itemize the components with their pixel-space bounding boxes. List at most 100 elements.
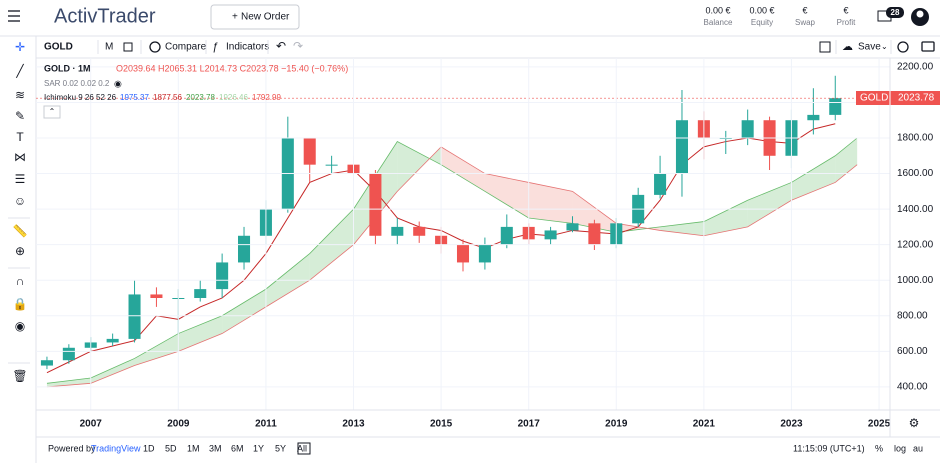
- range-button[interactable]: 1D: [143, 443, 155, 453]
- range-button[interactable]: 1Y: [253, 443, 264, 453]
- collapse-icon: ⌃: [49, 107, 56, 116]
- avatar-head: [916, 10, 924, 18]
- new-order-button[interactable]: [210, 4, 300, 30]
- new-order-label: +: [232, 12, 238, 23]
- candle-body: [588, 223, 601, 245]
- y-tick-label: 400.00: [897, 382, 928, 393]
- x-tick-label: 2021: [693, 419, 716, 430]
- price-tag-price: 2023.78: [898, 93, 935, 104]
- chart-type[interactable]: [123, 42, 133, 52]
- cloud-segment: [178, 315, 223, 352]
- drawing-tool[interactable]: ☰: [15, 172, 26, 186]
- range-button[interactable]: 5Y: [275, 443, 286, 453]
- drawing-tool[interactable]: ✛: [15, 40, 25, 54]
- legend-sar: SAR 0.02 0.02 0.2: [44, 79, 110, 88]
- log-toggle[interactable]: log: [894, 443, 906, 453]
- interval[interactable]: M: [105, 42, 113, 53]
- range-button[interactable]: 1M: [187, 443, 200, 453]
- x-tick-label: 2007: [80, 419, 103, 430]
- drawing-tool[interactable]: ✎: [15, 109, 25, 123]
- drawing-tool[interactable]: 🗑: [12, 369, 27, 383]
- range-button[interactable]: 3M: [209, 443, 222, 453]
- candle-body: [303, 138, 316, 165]
- cloud-segment: [397, 141, 442, 192]
- candle-body: [413, 226, 426, 236]
- ichimoku-value: 1975.37: [120, 93, 149, 102]
- screenshot[interactable]: [921, 41, 935, 52]
- candle-body: [456, 244, 470, 263]
- candle-body: [807, 114, 820, 121]
- cloud-segment: [835, 138, 858, 183]
- candle-body: [500, 226, 513, 245]
- cloud-span-b: [46, 146, 858, 388]
- settings[interactable]: [897, 41, 909, 53]
- collapse-legend[interactable]: [43, 105, 61, 119]
- drawing-tool[interactable]: ∩: [16, 274, 25, 288]
- clock: 11:15:09 (UTC+1): [793, 443, 865, 453]
- drawing-tool[interactable]: T: [16, 130, 24, 144]
- candle-body: [106, 338, 119, 343]
- candle-body: [654, 173, 667, 195]
- compare-icon[interactable]: [149, 41, 161, 53]
- x-tick-label: 2011: [255, 419, 277, 430]
- candle-body: [675, 120, 688, 174]
- save[interactable]: Save: [858, 42, 881, 53]
- candle-body: [128, 294, 141, 339]
- x-tick-label: 2017: [518, 419, 541, 430]
- x-tick-label: 2015: [430, 419, 453, 430]
- drawing-tool[interactable]: ⋈: [14, 150, 26, 164]
- cloud-segment: [747, 182, 792, 227]
- cloud-span-a: [46, 137, 858, 384]
- menu-button[interactable]: [8, 10, 20, 22]
- account-label: Balance: [704, 18, 733, 27]
- save-menu[interactable]: ⌄: [881, 42, 888, 51]
- x-tick-label: 2019: [605, 419, 628, 430]
- drawing-tool[interactable]: ≋: [15, 88, 25, 102]
- new-order-label[interactable]: New Order: [241, 12, 290, 23]
- candle-body: [741, 120, 754, 138]
- fullscreen[interactable]: [819, 41, 831, 53]
- symbol[interactable]: GOLD: [44, 42, 73, 53]
- visibility-icon[interactable]: ◉: [114, 78, 122, 88]
- indicators[interactable]: Indicators: [226, 42, 269, 53]
- drawing-tool[interactable]: ⊕: [15, 244, 25, 258]
- account-value: 0.00 €: [705, 5, 730, 15]
- drawing-tool[interactable]: ◉: [15, 319, 25, 333]
- account-value: 0.00 €: [749, 5, 774, 15]
- account-label: Profit: [837, 18, 856, 27]
- drawing-tool[interactable]: 🔒: [13, 297, 28, 311]
- powered-by: Powered by: [48, 443, 96, 453]
- account-label: Swap: [795, 18, 816, 27]
- drawing-tool[interactable]: ╱: [15, 63, 24, 78]
- compare[interactable]: Compare: [165, 42, 207, 53]
- y-tick-label: 1800.00: [897, 133, 934, 144]
- cloud-segment: [572, 191, 617, 233]
- drawing-tool[interactable]: ☺: [14, 194, 26, 208]
- candle-body: [150, 294, 163, 298]
- indicators-icon[interactable]: ƒ: [212, 41, 218, 53]
- percent-toggle[interactable]: %: [875, 443, 883, 453]
- x-tick-label: 2025: [868, 419, 891, 430]
- y-tick-label: 1200.00: [897, 239, 934, 250]
- date-range-icon[interactable]: [297, 442, 311, 455]
- auto-toggle[interactable]: au: [913, 443, 923, 453]
- account-value: €: [802, 5, 807, 15]
- axis-settings[interactable]: ⚙: [909, 416, 920, 430]
- candle-body: [566, 223, 579, 231]
- range-button[interactable]: All: [297, 443, 307, 453]
- price-tag-symbol: GOLD: [860, 93, 888, 104]
- drawing-tool[interactable]: 📏: [13, 224, 28, 238]
- redo[interactable]: ↷: [293, 39, 303, 53]
- top-bar: [0, 0, 940, 36]
- powered-brand[interactable]: TradingView: [91, 443, 141, 453]
- range-button[interactable]: 6M: [231, 443, 244, 453]
- series-layer: [36, 75, 890, 388]
- undo[interactable]: ↶: [276, 39, 286, 53]
- x-tick-label: 2023: [780, 419, 803, 430]
- y-tick-label: 2200.00: [897, 62, 934, 73]
- badge-count: 28: [891, 8, 900, 17]
- cloud-segment: [528, 182, 573, 224]
- drawing-toolbar: ✛ ╱ ≋ ✎ T ⋈ ☰ ☺ 📏 ⊕ ∩ 🔒 ◉ 🗑: [8, 40, 30, 383]
- range-button[interactable]: 5D: [165, 443, 177, 453]
